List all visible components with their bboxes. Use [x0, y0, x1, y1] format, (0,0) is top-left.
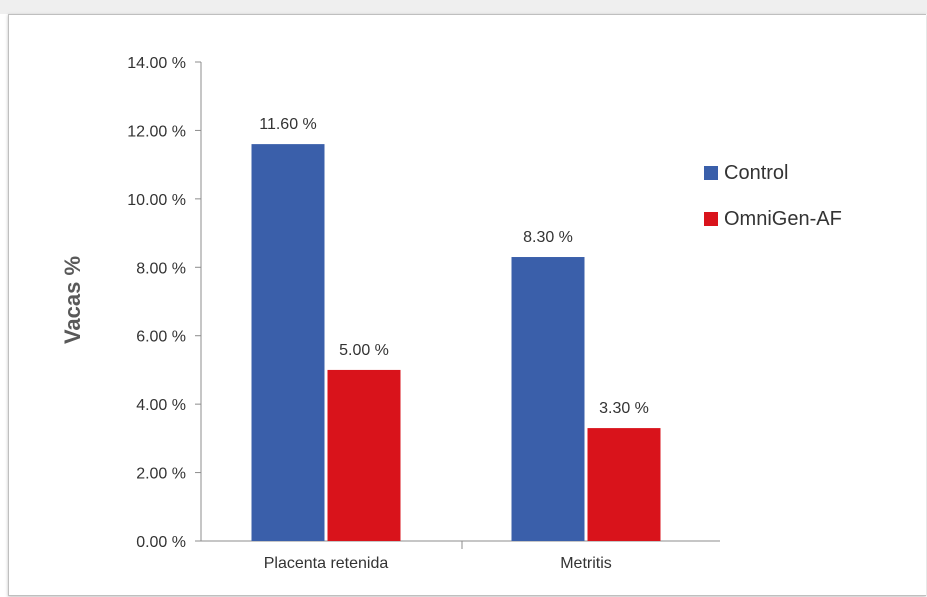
y-tick-label: 4.00 % [136, 397, 186, 414]
y-axis-label: Vacas % [60, 256, 85, 344]
legend-item-control: Control [704, 160, 842, 186]
legend-label-omnigen: OmniGen-AF [724, 207, 842, 230]
chart-frame [8, 14, 926, 596]
bar [251, 144, 325, 541]
y-tick-label: 10.00 % [127, 192, 186, 209]
legend-swatch-omnigen [704, 212, 718, 226]
y-tick-label: 6.00 % [136, 329, 186, 346]
bar-value-label: 11.60 % [259, 116, 317, 133]
legend-label-control: Control [724, 161, 789, 184]
legend-swatch-control [704, 166, 718, 180]
bar [327, 369, 401, 541]
bar-value-label: 5.00 % [339, 342, 389, 359]
top-strip [0, 0, 927, 14]
legend-item-omnigen: OmniGen-AF [704, 206, 842, 232]
y-tick-label: 12.00 % [127, 123, 186, 140]
bar-value-label: 3.30 % [599, 400, 649, 417]
x-tick-label: Metritis [560, 555, 612, 572]
bar [587, 428, 661, 541]
y-tick-label: 0.00 % [136, 534, 186, 551]
y-tick-label: 14.00 % [127, 55, 186, 72]
legend: Control OmniGen-AF [704, 160, 842, 252]
x-tick-label: Placenta retenida [264, 555, 389, 572]
y-tick-label: 8.00 % [136, 260, 186, 277]
bar [511, 257, 585, 541]
y-tick-label: 2.00 % [136, 466, 186, 483]
bar-value-label: 8.30 % [523, 229, 573, 246]
